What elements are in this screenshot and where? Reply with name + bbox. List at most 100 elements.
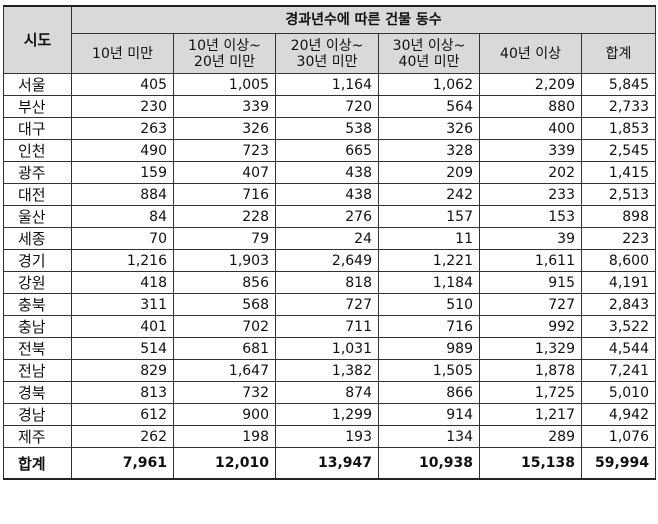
table-row: 경기 1,216 1,903 2,649 1,221 1,611 8,600 [3,249,656,272]
value-cell: 874 [275,381,379,404]
value-cell: 1,382 [275,359,379,382]
value-cell: 339 [479,139,582,162]
value-cell: 289 [479,425,582,448]
value-cell: 510 [378,293,480,316]
column-header-line: 20년 미만 [194,53,255,70]
value-cell: 702 [173,315,276,338]
value-cell: 1,878 [479,359,582,382]
value-cell: 813 [71,381,174,404]
value-cell: 538 [275,117,379,140]
value-cell: 4,191 [581,271,656,294]
value-cell: 153 [479,205,582,228]
table-row: 대구 263 326 538 326 400 1,853 [3,117,656,140]
value-cell: 326 [173,117,276,140]
value-cell: 1,299 [275,403,379,426]
region-cell: 서울 [3,73,72,96]
table-row: 충남 401 702 711 716 992 3,522 [3,315,656,338]
value-cell: 79 [173,227,276,250]
value-cell: 59,994 [581,447,656,480]
table-row: 충북 311 568 727 510 727 2,843 [3,293,656,316]
value-cell: 732 [173,381,276,404]
table-row: 전남 829 1,647 1,382 1,505 1,878 7,241 [3,359,656,382]
value-cell: 262 [71,425,174,448]
table-row: 인천 490 723 665 328 339 2,545 [3,139,656,162]
table-row: 부산 230 339 720 564 880 2,733 [3,95,656,118]
value-cell: 2,733 [581,95,656,118]
region-cell: 인천 [3,139,72,162]
column-header: 합계 [581,33,656,74]
value-cell: 914 [378,403,480,426]
column-header: 30년 이상~ 40년 미만 [378,33,480,74]
value-cell: 1,031 [275,337,379,360]
value-cell: 723 [173,139,276,162]
value-cell: 407 [173,161,276,184]
value-cell: 418 [71,271,174,294]
column-header-line: 10년 미만 [92,45,153,62]
value-cell: 438 [275,183,379,206]
value-cell: 24 [275,227,379,250]
value-cell: 866 [378,381,480,404]
region-cell: 전남 [3,359,72,382]
value-cell: 490 [71,139,174,162]
value-cell: 7,241 [581,359,656,382]
value-cell: 568 [173,293,276,316]
value-cell: 2,649 [275,249,379,272]
value-cell: 3,522 [581,315,656,338]
table-header: 시도 경과년수에 따른 건물 동수 10년 미만 10년 이상~ 20년 미만 20년… [3,5,656,74]
value-cell: 915 [479,271,582,294]
value-cell: 1,329 [479,337,582,360]
value-cell: 564 [378,95,480,118]
region-cell: 제주 [3,425,72,448]
table-row: 경북 813 732 874 866 1,725 5,010 [3,381,656,404]
column-header: 10년 미만 [71,33,174,74]
value-cell: 84 [71,205,174,228]
corner-header: 시도 [3,5,72,74]
value-cell: 818 [275,271,379,294]
value-cell: 2,209 [479,73,582,96]
value-cell: 405 [71,73,174,96]
value-cell: 2,843 [581,293,656,316]
region-cell: 대전 [3,183,72,206]
value-cell: 1,184 [378,271,480,294]
value-cell: 1,903 [173,249,276,272]
value-cell: 2,513 [581,183,656,206]
column-header-line: 40년 미만 [398,53,460,70]
value-cell: 900 [173,403,276,426]
value-cell: 514 [71,337,174,360]
column-header: 10년 이상~ 20년 미만 [173,33,276,74]
region-cell: 대구 [3,117,72,140]
value-cell: 898 [581,205,656,228]
value-cell: 311 [71,293,174,316]
value-cell: 681 [173,337,276,360]
value-cell: 209 [378,161,480,184]
column-header: 40년 이상 [479,33,582,74]
value-cell: 829 [71,359,174,382]
value-cell: 242 [378,183,480,206]
value-cell: 1,647 [173,359,276,382]
value-cell: 884 [71,183,174,206]
value-cell: 4,544 [581,337,656,360]
value-cell: 10,938 [378,447,480,480]
group-header: 경과년수에 따른 건물 동수 [71,5,656,34]
value-cell: 1,217 [479,403,582,426]
table-row: 강원 418 856 818 1,184 915 4,191 [3,271,656,294]
value-cell: 233 [479,183,582,206]
value-cell: 4,942 [581,403,656,426]
value-cell: 989 [378,337,480,360]
region-cell: 광주 [3,161,72,184]
value-cell: 716 [378,315,480,338]
value-cell: 193 [275,425,379,448]
value-cell: 12,010 [173,447,276,480]
value-cell: 1,076 [581,425,656,448]
value-cell: 70 [71,227,174,250]
column-header-line: 30년 이상~ [392,37,466,54]
value-cell: 8,600 [581,249,656,272]
region-cell: 울산 [3,205,72,228]
column-header-line: 40년 이상 [500,45,561,62]
region-cell: 충북 [3,293,72,316]
region-cell: 경북 [3,381,72,404]
region-cell: 세종 [3,227,72,250]
value-cell: 2,545 [581,139,656,162]
table-row: 세종 70 79 24 11 39 223 [3,227,656,250]
table-row: 광주 159 407 438 209 202 1,415 [3,161,656,184]
